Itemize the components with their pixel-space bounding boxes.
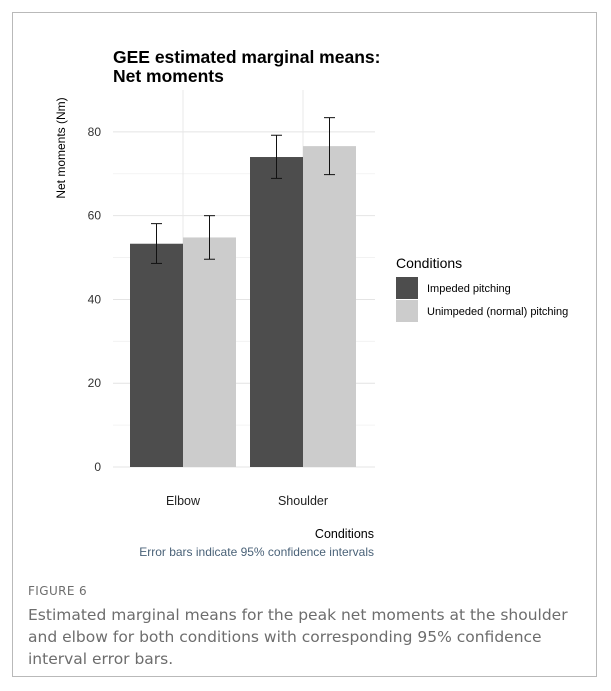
bar [183, 237, 236, 467]
chart-title-line-2: Net moments [113, 66, 224, 86]
bar-chart: 0 20 40 60 80 Elbow Shoulder GEE estimated mar… [54, 47, 568, 559]
figure-caption: Estimated marginal means for the peak ne… [28, 606, 568, 668]
bar [130, 243, 183, 467]
chart-caption: Error bars indicate 95% confidence inter… [139, 545, 374, 559]
error-bars [151, 117, 335, 264]
bar [303, 146, 356, 467]
legend-label-unimpeded: Unimpeded (normal) pitching [427, 306, 568, 318]
legend: Conditions Impeded pitching Unimpeded (n… [396, 255, 568, 322]
y-axis-label: Net moments (Nm) [54, 97, 68, 198]
figure-label: FIGURE 6 [28, 584, 88, 598]
legend-title: Conditions [396, 255, 462, 271]
bars [130, 146, 356, 467]
y-tick-label: 60 [88, 209, 102, 223]
chart-title-line-1: GEE estimated marginal means: [113, 47, 380, 67]
bar [250, 157, 303, 467]
x-axis-label: Conditions [315, 527, 374, 541]
x-tick-label: Elbow [166, 494, 201, 508]
y-tick-label: 80 [88, 125, 102, 139]
y-tick-label: 0 [94, 460, 101, 474]
x-tick-label: Shoulder [278, 494, 328, 508]
y-tick-label: 20 [88, 376, 102, 390]
axis-ticks: 0 20 40 60 80 Elbow Shoulder [88, 125, 328, 508]
y-tick-label: 40 [88, 292, 102, 306]
legend-swatch-unimpeded [396, 300, 418, 322]
legend-swatch-impeded [396, 277, 418, 299]
legend-label-impeded: Impeded pitching [427, 283, 511, 295]
